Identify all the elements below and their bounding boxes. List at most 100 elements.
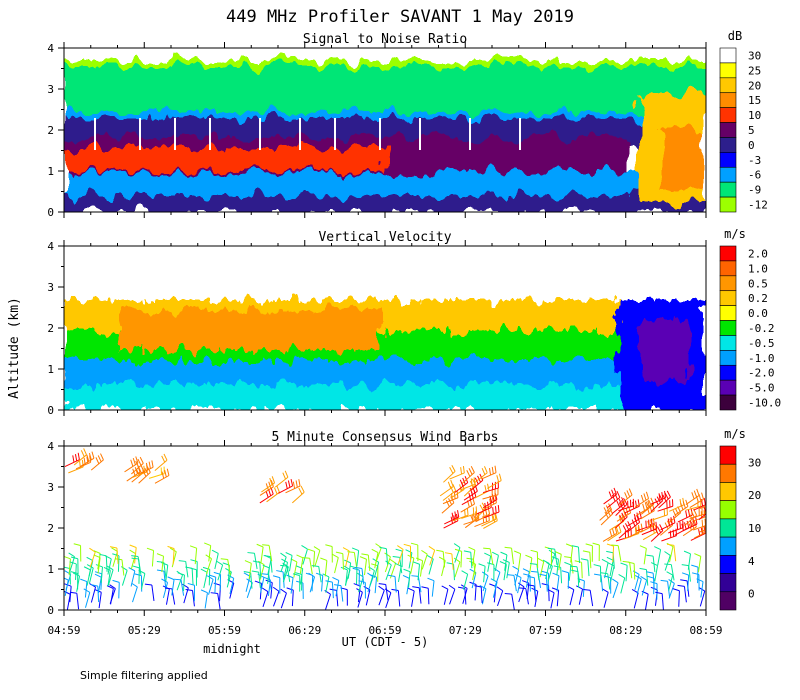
wind-barb xyxy=(220,558,231,576)
wind-barb xyxy=(403,543,412,563)
wind-barb xyxy=(407,587,415,607)
wind-barb xyxy=(72,572,81,592)
wind-barb xyxy=(463,550,473,569)
wind-barb xyxy=(190,559,198,578)
wind-barb xyxy=(439,479,454,497)
colorbar-unit: dB xyxy=(728,29,742,43)
wind-barb xyxy=(694,553,702,573)
wind-barb xyxy=(421,586,430,605)
colorbar-label: 20 xyxy=(748,489,761,502)
colorbar-label: 0 xyxy=(748,139,755,152)
y-tick-label: 3 xyxy=(47,83,54,96)
wind-barb xyxy=(691,564,699,584)
colorbar-swatch xyxy=(719,260,737,277)
y-tick-label: 0 xyxy=(47,206,54,219)
wind-barb-panel xyxy=(63,445,707,611)
wind-barb xyxy=(278,478,294,494)
wind-barb xyxy=(683,550,691,570)
y-tick-label: 0 xyxy=(47,604,54,617)
colorbar-swatch xyxy=(719,122,737,138)
colorbar-swatch xyxy=(719,92,737,108)
wind-barb xyxy=(654,546,662,566)
colorbar-label: 20 xyxy=(748,79,761,92)
wind-barb xyxy=(504,592,515,610)
wind-barb xyxy=(564,561,572,581)
wind-barb xyxy=(280,552,287,573)
wind-barb xyxy=(252,560,262,579)
snr-band-boundary-low xyxy=(64,196,706,212)
wind-barb xyxy=(129,544,137,564)
wind-barb xyxy=(280,588,287,609)
vv-band-orange xyxy=(120,310,380,350)
wind-barb xyxy=(325,580,334,599)
x-tick-label: 05:59 xyxy=(208,624,241,637)
y-tick-label: 2 xyxy=(47,522,54,535)
wind-barb xyxy=(359,556,367,576)
wind-barb xyxy=(603,487,617,505)
wind-barb xyxy=(286,574,294,594)
colorbar-label: 15 xyxy=(748,94,761,107)
wind-barb xyxy=(619,488,633,506)
wind-barb xyxy=(120,566,128,586)
colorbar-swatch xyxy=(719,245,737,262)
wind-barb xyxy=(602,526,618,542)
wind-barb xyxy=(449,465,465,480)
wind-barb xyxy=(496,586,504,607)
wind-barb xyxy=(79,451,95,468)
x-tick-label: 06:29 xyxy=(288,624,321,637)
wind-barb xyxy=(361,553,371,571)
wind-barb xyxy=(481,571,489,592)
wind-barb xyxy=(131,555,141,573)
wind-barb xyxy=(616,506,632,522)
colorbar-swatch xyxy=(719,47,737,64)
wind-barb xyxy=(73,448,87,466)
colorbar-label: -5.0 xyxy=(748,382,775,395)
colorbar-label: -0.5 xyxy=(748,337,775,350)
wind-barb xyxy=(70,556,79,575)
wind-barb xyxy=(481,495,497,511)
wind-barb xyxy=(601,588,609,608)
wind-barb xyxy=(689,506,706,519)
wind-barb xyxy=(357,572,364,593)
colorbar-label: 0.0 xyxy=(748,307,768,320)
colorbar-swatch xyxy=(719,445,737,465)
midnight-label: midnight xyxy=(203,642,261,656)
wind-barb xyxy=(487,562,495,581)
wind-barb xyxy=(90,453,104,471)
snr-band-free-troposphere-inner xyxy=(64,66,706,114)
wind-barb xyxy=(397,545,404,565)
colorbar-label: 2.0 xyxy=(748,247,768,260)
colorbar-swatch xyxy=(719,350,737,366)
colorbar-swatch xyxy=(719,137,737,153)
wind-barb xyxy=(324,589,332,610)
snr-field xyxy=(64,48,706,212)
wind-barb xyxy=(64,590,71,610)
colorbar-label: -10.0 xyxy=(748,397,781,410)
wind-barb xyxy=(483,547,494,565)
wind-barb xyxy=(482,487,499,500)
wind-barb xyxy=(664,563,675,581)
wind-barb xyxy=(358,580,366,599)
wind-barb xyxy=(547,547,558,566)
x-tick-label: 06:59 xyxy=(368,624,401,637)
colorbar-swatch xyxy=(719,573,737,593)
colorbar-swatch xyxy=(719,196,737,213)
wind-barb xyxy=(138,460,154,475)
colorbar-swatch xyxy=(719,77,737,94)
wind-barb xyxy=(301,544,308,565)
wind-barb xyxy=(634,491,650,508)
wind-barb xyxy=(174,578,185,596)
wind-barb xyxy=(154,468,170,484)
wind-barb xyxy=(261,476,276,493)
wind-barb xyxy=(315,572,324,592)
wind-barb xyxy=(80,578,88,598)
wind-barb xyxy=(664,551,671,571)
wind-barb xyxy=(551,556,559,576)
wind-barb xyxy=(403,568,411,588)
wind-barb xyxy=(200,568,208,589)
wind-barb xyxy=(565,543,574,563)
wind-barb xyxy=(622,560,633,579)
wind-barb xyxy=(285,479,301,494)
colorbar-label: 0 xyxy=(748,588,755,601)
colorbar-label: 0.2 xyxy=(748,292,768,305)
